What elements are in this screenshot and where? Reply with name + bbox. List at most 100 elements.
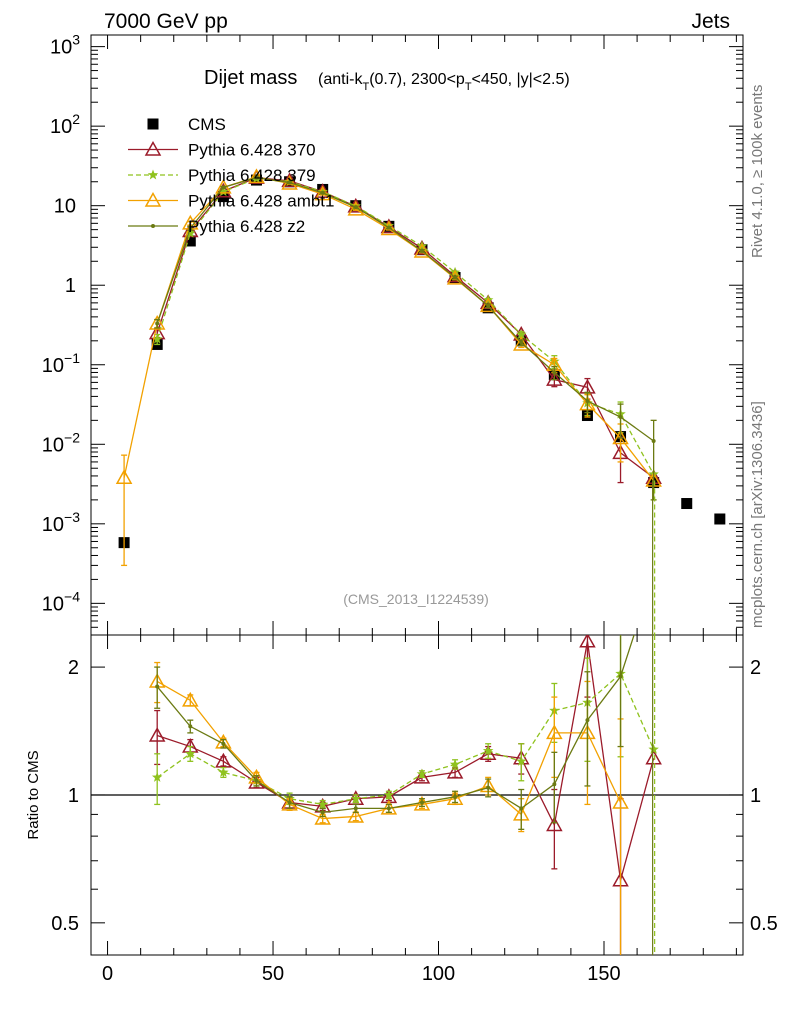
ratio-ytick-label: 1: [68, 785, 79, 807]
main-point-z2: [618, 415, 623, 420]
main-point-z2: [386, 225, 391, 230]
ratio-point-z2: [419, 800, 424, 805]
main-point-ambt1: [115, 469, 133, 484]
main-point-ambt1: [380, 220, 398, 236]
x-tick-label: 0: [102, 963, 113, 985]
ratio-ytick-label-right: 0.5: [750, 913, 778, 935]
ratio-ytick-label: 0.5: [51, 913, 79, 935]
legend-marker-ambt1: [144, 191, 162, 207]
ratio-point-p370: [248, 773, 265, 789]
main-point-cms: [714, 513, 726, 525]
ratio-point-ambt1: [314, 810, 331, 825]
main-point-z2: [188, 226, 193, 231]
main-ytick-label: 10−1: [42, 350, 80, 377]
ratio-point-ambt1: [347, 807, 365, 823]
ratio-point-p379: [350, 793, 361, 804]
legend-marker-cms: [147, 118, 159, 130]
main-ytick-label: 10−4: [42, 588, 80, 615]
main-point-p370: [546, 371, 563, 386]
ratio-line-z2: [156, 635, 635, 814]
main-point-ambt1: [314, 185, 331, 201]
main-point-ambt1: [512, 335, 530, 351]
ratio-point-p370: [579, 635, 596, 648]
ratio-point-z2: [221, 741, 226, 746]
ratio-point-z2: [486, 785, 491, 790]
ratio-point-p370: [546, 816, 563, 832]
ratio-point-z2: [155, 684, 160, 689]
ratio-point-p379: [151, 771, 163, 782]
main-point-z2: [221, 185, 226, 190]
legend-label-cms: CMS: [188, 115, 226, 134]
ratio-axis-label: Ratio to CMS: [25, 750, 42, 839]
rivet-label: Rivet 4.1.0, ≥ 100k events: [749, 85, 766, 258]
main-point-z2: [552, 370, 557, 375]
ratio-series-p370: [148, 635, 662, 955]
legend-label-z2: Pythia 6.428 z2: [188, 217, 305, 236]
ratio-point-p379: [317, 798, 328, 809]
ratio-point-z2: [353, 806, 358, 811]
x-tick-label: 150: [587, 963, 620, 985]
ratio-point-p370: [446, 763, 464, 779]
ratio-point-p370: [413, 768, 431, 784]
main-point-ambt1: [281, 174, 298, 190]
main-point-z2: [254, 175, 259, 180]
main-ytick-label: 10−2: [42, 429, 80, 456]
legend-label-p379: Pythia 6.428 379: [188, 166, 316, 185]
ratio-point-p379: [218, 766, 229, 777]
legend-marker-z2: [151, 224, 155, 228]
main-axis-ticks: [91, 35, 743, 636]
main-point-p379: [185, 227, 196, 238]
ratio-point-z2: [254, 778, 259, 783]
main-point-z2: [419, 248, 424, 253]
main-point-z2: [519, 340, 524, 345]
ratio-point-p379: [449, 758, 461, 769]
legend: CMS Pythia 6.428 370 Pythia 6.428 379 Pythi…: [128, 115, 334, 236]
main-point-ambt1: [612, 429, 629, 445]
main-point-z2: [155, 321, 160, 326]
ratio-point-p379: [648, 743, 659, 754]
main-point-p379: [151, 333, 163, 344]
ratio-point-z2: [552, 782, 557, 787]
ratio-point-p370: [645, 749, 662, 765]
main-point-z2: [320, 190, 325, 195]
ratio-point-ambt1: [182, 691, 199, 707]
legend-item-cms: CMS: [147, 115, 226, 134]
main-point-p370: [182, 222, 199, 238]
legend-title-cut-a: (anti-kT(0.7), 2300<pT<450, |y|<2.5): [318, 71, 570, 93]
analysis-id: (CMS_2013_I1224539): [343, 591, 489, 607]
legend-item-z2: Pythia 6.428 z2: [128, 217, 305, 236]
legend-label-ambt1: Pythia 6.428 ambt1: [188, 192, 334, 211]
ratio-point-z2: [188, 724, 193, 729]
main-point-cms: [681, 498, 693, 510]
main-ytick-label: 102: [50, 111, 80, 138]
ratio-point-p379: [416, 768, 428, 779]
ratio-point-p379: [383, 789, 395, 800]
main-point-z2: [651, 438, 656, 443]
legend-marker-p370: [144, 140, 162, 156]
main-line-z2: [156, 177, 655, 442]
ratio-point-p379: [482, 745, 494, 756]
main-ytick-label: 1: [65, 275, 76, 297]
main-point-ambt1: [148, 314, 166, 330]
main-ytick-label: 10: [54, 196, 76, 218]
ratio-series: [148, 635, 662, 955]
legend-item-p379: Pythia 6.428 379: [128, 166, 316, 185]
main-point-z2: [585, 399, 590, 404]
main-point-z2: [287, 180, 292, 185]
ratio-point-z2: [519, 806, 524, 811]
ratio-point-p370: [148, 727, 166, 742]
main-point-ambt1: [248, 168, 265, 184]
energy-label: 7000 GeV pp: [104, 10, 228, 33]
ratio-line-p379: [156, 672, 655, 806]
ratio-point-z2: [386, 806, 391, 811]
legend-label-p370: Pythia 6.428 370: [188, 141, 316, 160]
x-tick-label: 100: [422, 963, 455, 985]
x-tick-labels: 0 50 100 150: [102, 963, 621, 985]
main-point-ambt1: [446, 269, 464, 285]
main-ytick-label: 10−3: [42, 509, 80, 536]
main-point-p379: [516, 329, 527, 339]
main-line-p379: [156, 177, 655, 475]
ratio-point-ambt1: [546, 724, 563, 740]
